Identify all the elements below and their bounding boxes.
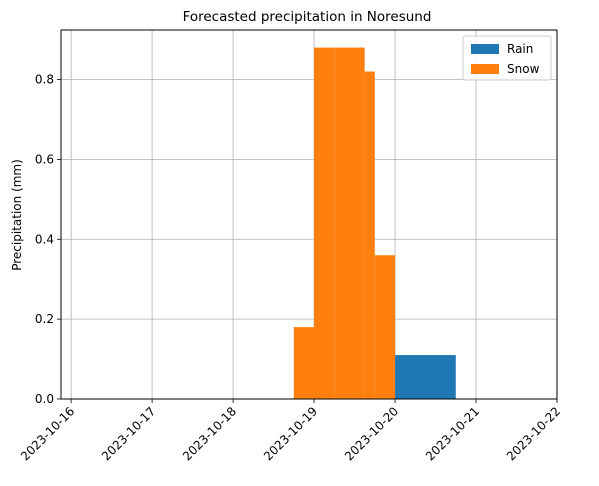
- x-tick-label: 2023-10-17: [99, 404, 158, 463]
- x-tick-label: 2023-10-19: [261, 404, 320, 463]
- chart-title: Forecasted precipitation in Noresund: [183, 9, 432, 25]
- legend: Rain Snow: [463, 36, 551, 80]
- snow-bar: [314, 48, 334, 399]
- legend-label-snow: Snow: [507, 62, 540, 76]
- y-axis-label: Precipitation (mm): [10, 159, 24, 271]
- legend-label-rain: Rain: [507, 42, 533, 56]
- bars: [294, 48, 456, 399]
- ticks: 2023-10-16 2023-10-17 2023-10-18 2023-10-19…: [18, 73, 563, 464]
- y-tick-label: 0.6: [35, 152, 54, 166]
- legend-swatch-snow: [471, 64, 499, 74]
- x-tick-label: 2023-10-20: [342, 404, 401, 463]
- snow-bar: [375, 255, 395, 399]
- snow-bar: [355, 48, 365, 399]
- x-tick-label: 2023-10-22: [504, 404, 563, 463]
- snow-bar: [294, 327, 314, 399]
- x-tick-label: 2023-10-16: [18, 404, 77, 463]
- legend-swatch-rain: [471, 44, 499, 54]
- y-tick-label: 0.8: [35, 73, 54, 87]
- x-tick-label: 2023-10-18: [180, 404, 239, 463]
- y-tick-label: 0.0: [35, 392, 54, 406]
- y-tick-label: 0.2: [35, 312, 54, 326]
- snow-bar: [365, 72, 375, 399]
- x-tick-label: 2023-10-21: [423, 404, 482, 463]
- rain-bar: [395, 355, 456, 399]
- y-tick-label: 0.4: [35, 232, 54, 246]
- snow-bar: [334, 48, 354, 399]
